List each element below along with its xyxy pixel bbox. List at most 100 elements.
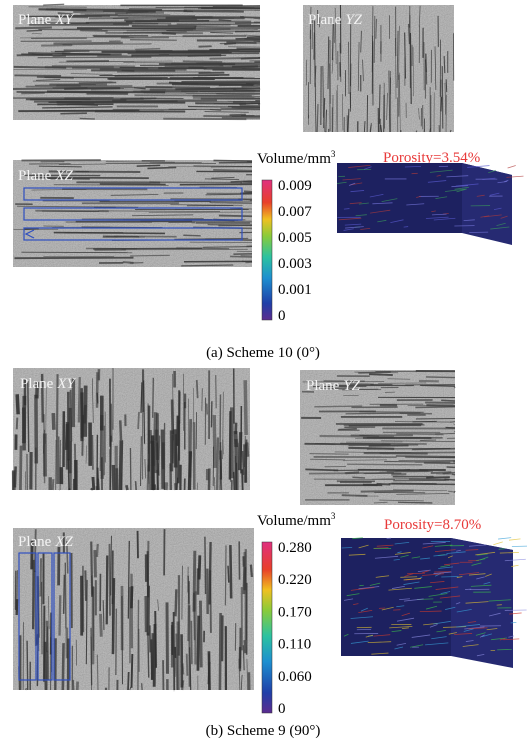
pore-streak	[182, 680, 183, 690]
colorbar-tick-label: 0.007	[278, 204, 312, 220]
pore-streak	[398, 502, 432, 503]
pore-streak	[120, 420, 121, 440]
colorbar-tick-label: 0.220	[278, 572, 312, 588]
cube-front	[337, 163, 462, 233]
pore-streak	[213, 6, 260, 7]
plane-prefix: Plane	[20, 376, 54, 392]
pore-streak	[181, 84, 260, 85]
pore-streak	[187, 654, 188, 676]
pore-streak	[40, 558, 41, 596]
pore-streak	[136, 481, 137, 490]
pore-streak	[450, 130, 451, 132]
pore-streak	[400, 413, 432, 414]
pore-streak	[415, 461, 455, 462]
pore-streak	[45, 642, 46, 690]
pore-streak	[60, 113, 87, 114]
pore-streak	[137, 165, 161, 166]
pore-streak	[168, 25, 231, 26]
pore-streak	[219, 216, 252, 217]
pore-streak	[120, 440, 121, 490]
pore-speck	[404, 227, 408, 228]
pore-streak	[190, 647, 191, 690]
pore-streak	[424, 463, 455, 464]
pore-streak	[126, 12, 148, 13]
pore-streak	[217, 437, 218, 490]
pore-streak	[13, 88, 87, 89]
unit-label: Volume/mm	[257, 513, 331, 529]
pore-streak	[152, 633, 153, 680]
pore-streak	[228, 566, 229, 583]
pore-streak	[43, 4, 64, 5]
pore-streak	[154, 624, 155, 687]
pore-streak	[194, 27, 260, 28]
pore-streak	[223, 440, 224, 455]
pore-streak	[426, 405, 455, 406]
pore-streak	[450, 422, 455, 423]
pore-streak	[53, 413, 54, 430]
pore-streak	[79, 83, 117, 84]
pore-streak	[155, 412, 156, 441]
colorbar	[262, 180, 272, 320]
pore-streak	[147, 167, 176, 168]
colorbar-tick-label: 0.060	[278, 669, 312, 685]
pore-speck	[508, 165, 516, 168]
pore-streak	[374, 16, 375, 63]
pore-streak	[442, 66, 443, 128]
pore-streak	[92, 435, 93, 470]
slice-grain	[13, 528, 254, 690]
pore-streak	[205, 537, 206, 594]
cube-side	[451, 538, 513, 668]
pore-streak	[198, 616, 199, 671]
pore-speck	[511, 622, 517, 623]
pore-streak	[208, 225, 252, 226]
pore-streak	[347, 464, 422, 465]
plane-prefix: Plane	[306, 378, 340, 394]
pore-streak	[17, 394, 18, 414]
pore-streak	[197, 380, 198, 398]
pore-streak	[67, 104, 98, 105]
pore-streak	[42, 582, 43, 655]
pore-streak	[420, 385, 455, 386]
pore-streak	[377, 484, 391, 485]
pore-streak	[27, 641, 28, 690]
pore-streak	[82, 415, 83, 456]
pore-streak	[231, 181, 252, 182]
colorbar-tick-label: 0.280	[278, 540, 312, 556]
ct-slice	[13, 528, 254, 690]
pore-streak	[100, 426, 101, 471]
pore-streak	[342, 495, 368, 496]
pore-streak	[328, 37, 329, 90]
pore-streak	[213, 160, 252, 161]
pore-streak	[220, 613, 221, 690]
pore-streak	[352, 477, 365, 478]
pore-streak	[183, 664, 184, 675]
pore-streak	[47, 92, 165, 93]
pore-streak	[310, 459, 345, 460]
pore-streak	[174, 612, 175, 690]
pore-streak	[97, 393, 98, 404]
pore-streak	[245, 640, 246, 653]
pore-streak	[379, 85, 380, 124]
pore-streak	[415, 407, 455, 408]
pore-streak	[241, 86, 260, 87]
pore-streak	[21, 252, 132, 253]
pore-streak	[210, 542, 211, 605]
pore-streak	[409, 479, 446, 480]
pore-streak	[75, 444, 76, 490]
pore-streak	[188, 67, 260, 68]
pore-streak	[85, 386, 86, 437]
pore-streak	[244, 191, 252, 192]
pore-streak	[182, 566, 183, 620]
pore-streak	[424, 129, 425, 132]
pore-streak	[103, 600, 104, 630]
pore-streak	[376, 19, 377, 39]
pore-streak	[130, 255, 170, 256]
caption: (b) Scheme 9 (90°)	[206, 723, 321, 739]
pore-streak	[107, 556, 108, 625]
pore-streak	[183, 235, 200, 236]
pore-streak	[26, 86, 133, 87]
colorbar-title: Volume/mm3	[257, 149, 336, 167]
